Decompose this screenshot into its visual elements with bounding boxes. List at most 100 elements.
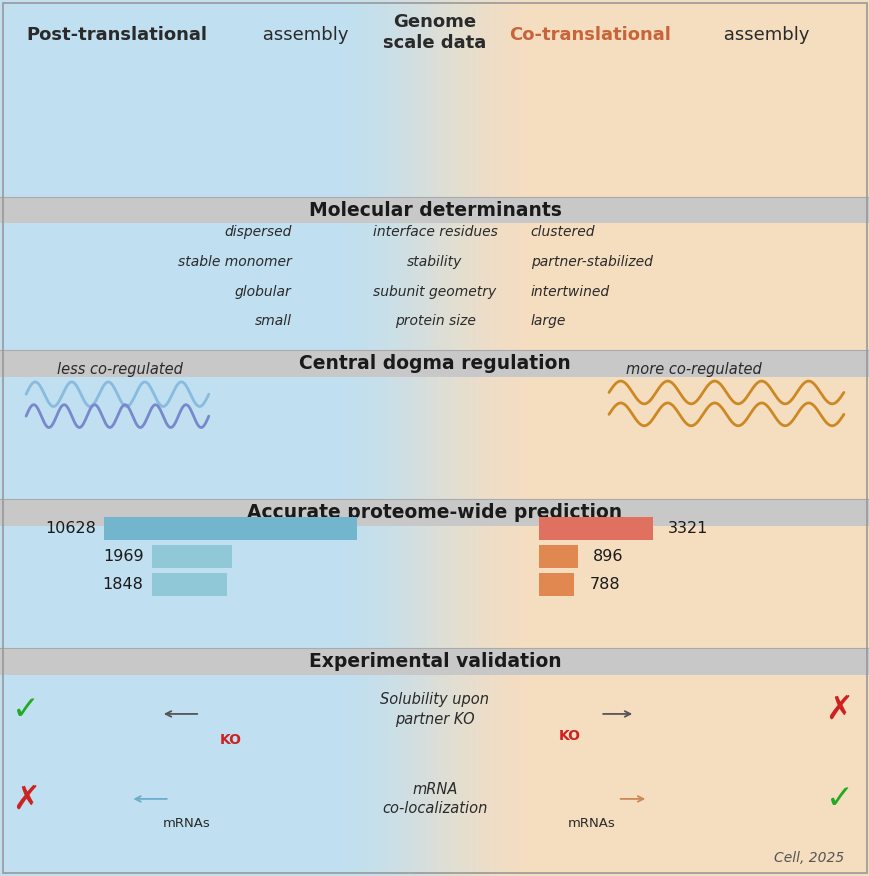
Bar xyxy=(585,499,589,648)
Bar xyxy=(426,499,429,648)
Bar xyxy=(556,0,560,197)
Bar xyxy=(107,350,111,499)
Bar xyxy=(417,197,421,350)
Bar xyxy=(107,499,111,648)
Bar xyxy=(706,350,711,499)
Bar xyxy=(762,499,766,648)
Bar xyxy=(660,648,664,876)
Bar xyxy=(628,499,633,648)
Bar xyxy=(826,350,829,499)
Bar xyxy=(478,197,481,350)
Bar xyxy=(521,197,525,350)
Text: more co-regulated: more co-regulated xyxy=(626,362,761,378)
Bar xyxy=(90,648,94,876)
Bar xyxy=(701,0,705,197)
Bar xyxy=(654,648,659,876)
Bar xyxy=(420,0,424,197)
Bar xyxy=(571,648,574,876)
Bar xyxy=(773,648,777,876)
Bar xyxy=(70,0,73,197)
Bar xyxy=(817,648,820,876)
Bar xyxy=(788,350,792,499)
Bar xyxy=(493,648,496,876)
Text: large: large xyxy=(530,314,566,328)
Bar xyxy=(411,350,415,499)
Bar xyxy=(139,197,143,350)
Text: Post-translational: Post-translational xyxy=(26,26,207,44)
Bar xyxy=(736,648,740,876)
Text: protein size: protein size xyxy=(395,314,474,328)
Bar xyxy=(315,0,320,197)
Bar xyxy=(185,648,189,876)
Bar xyxy=(461,648,464,876)
Bar xyxy=(339,499,342,648)
Bar xyxy=(567,499,572,648)
Bar xyxy=(319,197,322,350)
Bar xyxy=(606,648,609,876)
Bar xyxy=(223,499,227,648)
Bar xyxy=(168,499,172,648)
Bar xyxy=(50,0,53,197)
Bar xyxy=(652,499,655,648)
Bar xyxy=(837,197,841,350)
Bar xyxy=(116,0,120,197)
Bar xyxy=(719,350,722,499)
Bar xyxy=(513,499,516,648)
Bar xyxy=(597,350,600,499)
Bar xyxy=(680,648,685,876)
Bar xyxy=(397,197,401,350)
Bar xyxy=(791,350,794,499)
Bar xyxy=(206,499,209,648)
Bar xyxy=(284,499,288,648)
Bar xyxy=(3,499,7,648)
Bar xyxy=(611,0,615,197)
Bar xyxy=(67,350,70,499)
Bar xyxy=(811,0,815,197)
Bar xyxy=(58,197,62,350)
Bar xyxy=(550,197,554,350)
Bar xyxy=(695,197,699,350)
Bar xyxy=(478,350,481,499)
Bar xyxy=(217,350,221,499)
Bar xyxy=(585,350,589,499)
Bar xyxy=(693,197,696,350)
Bar xyxy=(515,648,520,876)
Bar xyxy=(675,197,679,350)
Bar xyxy=(209,0,212,197)
Bar xyxy=(582,0,586,197)
Bar xyxy=(449,197,453,350)
Bar xyxy=(437,197,441,350)
Bar xyxy=(510,0,514,197)
Bar xyxy=(620,648,624,876)
Bar xyxy=(608,648,612,876)
Bar xyxy=(235,499,238,648)
Bar xyxy=(426,197,429,350)
Bar xyxy=(858,197,861,350)
Bar xyxy=(632,350,635,499)
Bar xyxy=(243,648,247,876)
Bar xyxy=(594,648,598,876)
Text: stability: stability xyxy=(407,255,462,269)
Bar xyxy=(539,573,574,596)
Bar xyxy=(597,648,600,876)
Bar xyxy=(660,0,664,197)
Bar xyxy=(356,0,360,197)
Bar xyxy=(96,350,99,499)
Bar xyxy=(710,197,713,350)
Bar xyxy=(556,499,560,648)
Bar xyxy=(315,197,320,350)
Bar xyxy=(400,197,403,350)
Bar xyxy=(58,499,62,648)
Bar xyxy=(727,197,731,350)
Bar xyxy=(243,350,247,499)
Bar xyxy=(695,0,699,197)
Bar xyxy=(104,517,356,540)
Bar xyxy=(32,197,36,350)
Bar xyxy=(388,0,392,197)
Bar xyxy=(176,197,181,350)
Bar xyxy=(180,197,183,350)
Bar xyxy=(649,499,653,648)
Bar xyxy=(750,648,754,876)
Bar xyxy=(67,648,70,876)
Bar xyxy=(426,350,429,499)
